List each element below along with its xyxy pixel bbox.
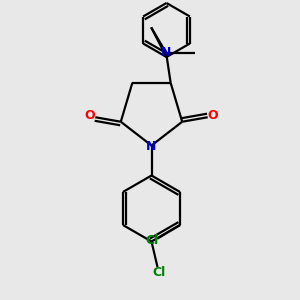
Text: Cl: Cl — [152, 266, 166, 279]
Text: N: N — [161, 46, 171, 59]
Text: Cl: Cl — [145, 233, 158, 247]
Text: O: O — [85, 109, 95, 122]
Text: O: O — [208, 109, 218, 122]
Text: N: N — [146, 140, 157, 153]
